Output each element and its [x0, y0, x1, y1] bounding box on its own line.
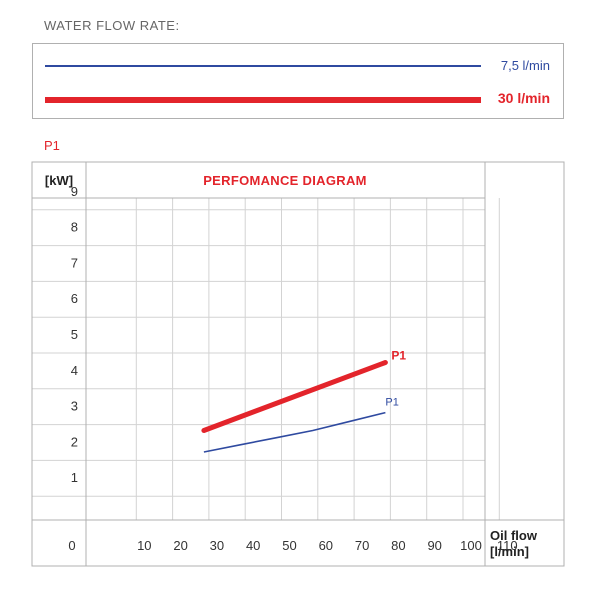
y-tick-label: 7	[71, 255, 78, 270]
y-tick-label: 1	[71, 470, 78, 485]
chart-frame	[31, 161, 565, 567]
x-tick-label: 100	[460, 538, 482, 553]
x-tick-label: 50	[282, 538, 296, 553]
legend-label-30: 30 l/min	[497, 90, 550, 106]
water-flow-heading: WATER FLOW RATE:	[44, 18, 180, 33]
x-tick-label: 60	[319, 538, 333, 553]
x-axis-label-line2: [l/min]	[490, 544, 529, 559]
x-tick-label: 80	[391, 538, 405, 553]
x-tick-label: 70	[355, 538, 369, 553]
y-tick-label: 9	[71, 184, 78, 199]
legend-line-30	[45, 97, 481, 103]
y-tick-label: 2	[71, 434, 78, 449]
y-tick-label: 6	[71, 291, 78, 306]
chart-tag-p1: P1	[44, 138, 60, 153]
x-tick-label: 20	[173, 538, 187, 553]
y-tick-label: 8	[71, 220, 78, 235]
chart-title: PERFOMANCE DIAGRAM	[203, 173, 367, 188]
y-tick-label: 4	[71, 363, 78, 378]
x-axis-label-line1: Oil flow	[490, 528, 538, 543]
x-tick-label: 40	[246, 538, 260, 553]
x-tick-label: 90	[427, 538, 441, 553]
legend-label-7-5: 7,5 l/min	[500, 58, 550, 73]
series-line-30	[201, 359, 388, 433]
x-tick-label: 10	[137, 538, 151, 553]
series-line-7-5	[203, 411, 386, 453]
legend-line-7-5	[45, 65, 481, 67]
water-flow-legend: 7,5 l/min 30 l/min	[32, 43, 564, 119]
y-tick-label: 3	[71, 399, 78, 414]
origin-label: 0	[68, 538, 75, 553]
series-label-30: P1	[391, 348, 406, 362]
y-axis-label: [kW]	[45, 173, 73, 188]
series-label-7-5: P1	[385, 397, 398, 409]
y-tick-label: 5	[71, 327, 78, 342]
x-tick-label: 30	[210, 538, 224, 553]
x-tick-label: 110	[497, 538, 518, 553]
x-axis-label: Oil flow [l/min]	[490, 528, 541, 559]
